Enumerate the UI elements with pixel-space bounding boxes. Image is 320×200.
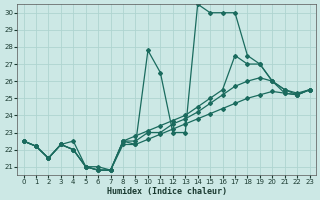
X-axis label: Humidex (Indice chaleur): Humidex (Indice chaleur) bbox=[107, 187, 227, 196]
